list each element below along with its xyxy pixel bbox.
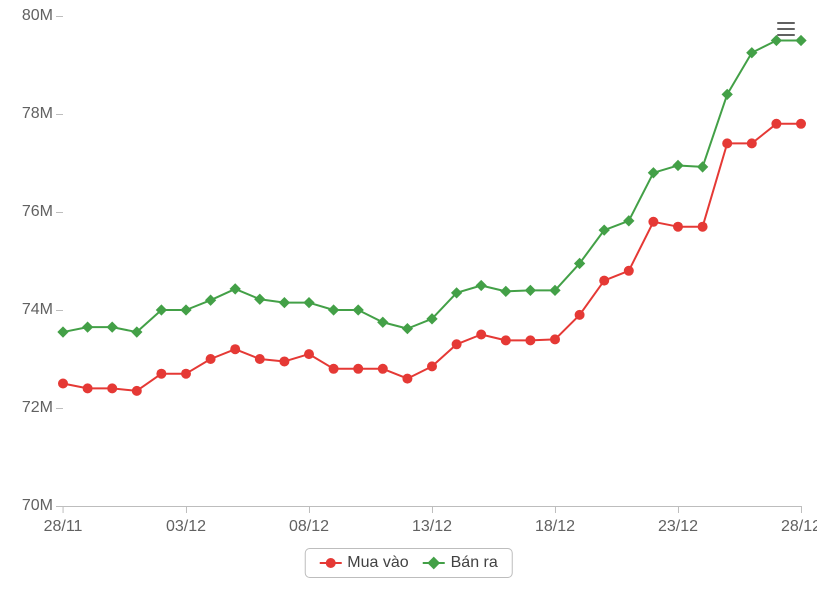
series-marker-mua_vao bbox=[230, 344, 240, 354]
series-marker-ban_ra bbox=[230, 283, 241, 294]
series-marker-ban_ra bbox=[722, 89, 733, 100]
x-axis-label: 28/12 bbox=[781, 506, 817, 536]
legend-label: Mua vào bbox=[347, 554, 408, 572]
series-marker-ban_ra bbox=[402, 323, 413, 334]
series-marker-mua_vao bbox=[673, 222, 683, 232]
legend-item-ban_ra[interactable]: Bán ra bbox=[423, 554, 498, 572]
series-marker-ban_ra bbox=[648, 167, 659, 178]
legend-swatch bbox=[319, 556, 341, 570]
series-marker-ban_ra bbox=[377, 317, 388, 328]
series-marker-mua_vao bbox=[132, 386, 142, 396]
series-marker-mua_vao bbox=[107, 383, 117, 393]
series-marker-ban_ra bbox=[500, 286, 511, 297]
series-marker-mua_vao bbox=[304, 349, 314, 359]
legend-swatch bbox=[423, 556, 445, 570]
series-line-ban_ra bbox=[63, 41, 801, 333]
y-axis-label: 78M bbox=[22, 105, 63, 123]
series-marker-mua_vao bbox=[771, 119, 781, 129]
series-marker-ban_ra bbox=[107, 321, 118, 332]
series-marker-ban_ra bbox=[525, 285, 536, 296]
series-marker-mua_vao bbox=[575, 310, 585, 320]
series-marker-mua_vao bbox=[329, 364, 339, 374]
price-line-chart: 70M72M74M76M78M80M28/1103/1208/1213/1218… bbox=[8, 8, 809, 590]
series-marker-mua_vao bbox=[550, 334, 560, 344]
legend-label: Bán ra bbox=[451, 554, 498, 572]
series-line-mua_vao bbox=[63, 124, 801, 391]
series-marker-ban_ra bbox=[205, 295, 216, 306]
series-marker-mua_vao bbox=[796, 119, 806, 129]
series-marker-mua_vao bbox=[83, 383, 93, 393]
series-marker-mua_vao bbox=[156, 369, 166, 379]
series-marker-ban_ra bbox=[795, 35, 806, 46]
series-marker-ban_ra bbox=[328, 304, 339, 315]
series-marker-mua_vao bbox=[648, 217, 658, 227]
y-axis-label: 76M bbox=[22, 203, 63, 221]
x-axis-label: 08/12 bbox=[289, 506, 329, 536]
series-marker-mua_vao bbox=[206, 354, 216, 364]
series-marker-ban_ra bbox=[353, 304, 364, 315]
chart-menu-icon[interactable] bbox=[777, 22, 795, 36]
y-axis-label: 74M bbox=[22, 301, 63, 319]
series-marker-ban_ra bbox=[746, 47, 757, 58]
series-marker-mua_vao bbox=[402, 374, 412, 384]
x-axis-label: 03/12 bbox=[166, 506, 206, 536]
series-marker-mua_vao bbox=[452, 339, 462, 349]
series-marker-ban_ra bbox=[476, 280, 487, 291]
chart-legend: Mua vào Bán ra bbox=[304, 548, 513, 578]
series-marker-mua_vao bbox=[624, 266, 634, 276]
series-marker-mua_vao bbox=[747, 138, 757, 148]
series-marker-mua_vao bbox=[698, 222, 708, 232]
series-marker-mua_vao bbox=[378, 364, 388, 374]
series-marker-mua_vao bbox=[279, 356, 289, 366]
y-axis-label: 80M bbox=[22, 7, 63, 25]
series-marker-mua_vao bbox=[255, 354, 265, 364]
series-marker-ban_ra bbox=[180, 304, 191, 315]
series-marker-ban_ra bbox=[82, 321, 93, 332]
series-marker-ban_ra bbox=[279, 297, 290, 308]
series-marker-ban_ra bbox=[57, 326, 68, 337]
x-axis-label: 28/11 bbox=[44, 506, 83, 536]
series-marker-ban_ra bbox=[697, 161, 708, 172]
plot-area: 70M72M74M76M78M80M28/1103/1208/1213/1218… bbox=[63, 16, 801, 507]
legend-item-mua_vao[interactable]: Mua vào bbox=[319, 554, 408, 572]
y-axis-label: 72M bbox=[22, 399, 63, 417]
series-marker-mua_vao bbox=[353, 364, 363, 374]
series-marker-ban_ra bbox=[254, 294, 265, 305]
series-marker-ban_ra bbox=[771, 35, 782, 46]
series-marker-mua_vao bbox=[501, 335, 511, 345]
x-axis-label: 13/12 bbox=[412, 506, 452, 536]
series-marker-ban_ra bbox=[623, 215, 634, 226]
series-marker-mua_vao bbox=[599, 276, 609, 286]
series-marker-ban_ra bbox=[303, 297, 314, 308]
series-marker-mua_vao bbox=[181, 369, 191, 379]
series-marker-mua_vao bbox=[476, 330, 486, 340]
series-marker-mua_vao bbox=[58, 379, 68, 389]
series-svg bbox=[63, 16, 801, 506]
x-axis-label: 23/12 bbox=[658, 506, 698, 536]
x-axis-label: 18/12 bbox=[535, 506, 575, 536]
series-marker-ban_ra bbox=[672, 160, 683, 171]
series-marker-mua_vao bbox=[427, 361, 437, 371]
series-marker-mua_vao bbox=[525, 335, 535, 345]
series-marker-mua_vao bbox=[722, 138, 732, 148]
